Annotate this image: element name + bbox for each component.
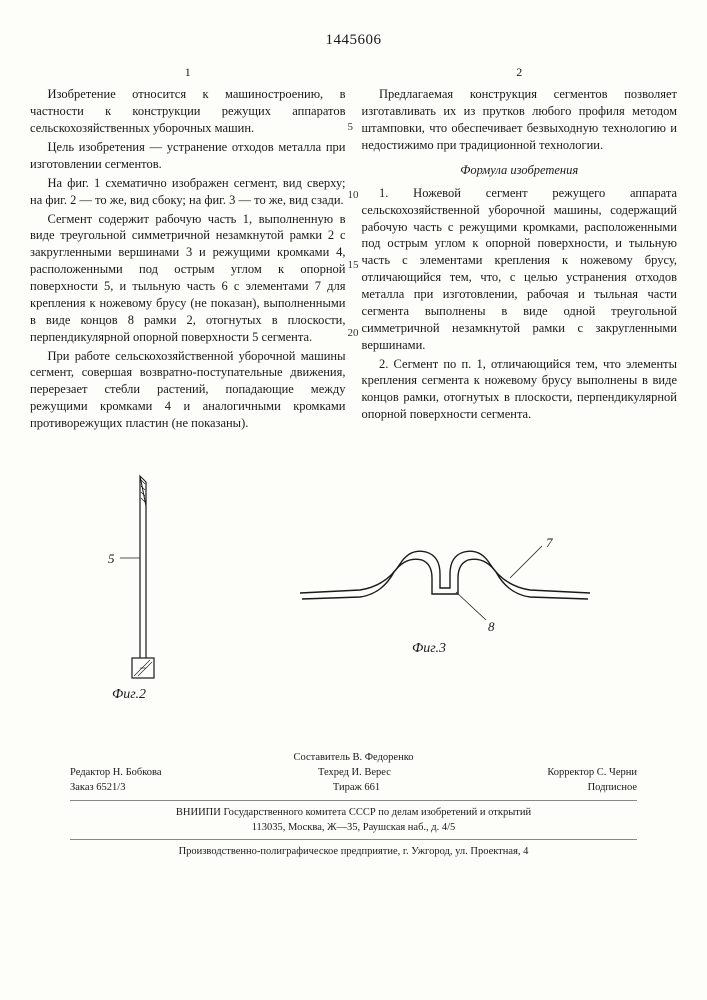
footer-circulation: Тираж 661 — [333, 780, 380, 795]
col1-p4: Сегмент содержит рабочую часть 1, выполн… — [30, 211, 346, 346]
fig3-label: Фиг.3 — [412, 640, 446, 659]
fig3-drawing — [290, 528, 590, 658]
col2-p1: Предлагаемая конструкция сегментов позво… — [362, 86, 678, 154]
line-num: 10 — [348, 188, 359, 203]
footer-editor: Редактор Н. Бобкова — [70, 765, 162, 780]
ref-5: 5 — [108, 550, 115, 568]
col1-p1: Изобретение относится к машиностроению, … — [30, 86, 346, 137]
footer-corrector: Корректор С. Черни — [547, 765, 637, 780]
column-1: 1 Изобретение относится к машиностроению… — [30, 64, 346, 434]
col1-p2: Цель изобретения — устранение отходов ме… — [30, 139, 346, 173]
col2-number: 2 — [362, 64, 678, 80]
footer-block: Составитель В. Федоренко Редактор Н. Боб… — [30, 750, 677, 859]
fig2-drawing — [100, 458, 180, 708]
line-num: 15 — [348, 258, 359, 273]
col1-p3: На фиг. 1 схематично изображен сегмент, … — [30, 175, 346, 209]
footer-tech: Техред И. Верес — [318, 765, 391, 780]
line-num: 5 — [348, 120, 354, 135]
col1-p5: При работе сельскохозяйственной уборочно… — [30, 348, 346, 432]
patent-number: 1445606 — [30, 30, 677, 50]
col1-number: 1 — [30, 64, 346, 80]
footer-subscr: Подписное — [588, 780, 637, 795]
footer-addr1: 113035, Москва, Ж—35, Раушская наб., д. … — [30, 820, 677, 835]
ref-8: 8 — [488, 618, 495, 636]
footer-org: ВНИИПИ Государственного комитета СССР по… — [30, 805, 677, 820]
footer-rule-1 — [70, 800, 637, 801]
ref-7: 7 — [546, 534, 553, 552]
line-num: 20 — [348, 326, 359, 341]
footer-compiler: Составитель В. Федоренко — [30, 750, 677, 765]
claim-1: 1. Ножевой сегмент режущего аппарата сел… — [362, 185, 678, 354]
footer-rule-2 — [70, 839, 637, 840]
footer-order: Заказ 6521/3 — [70, 780, 125, 795]
formula-title: Формула изобретения — [362, 162, 678, 179]
figures-area: 5 Фиг.2 7 8 Фиг.3 — [30, 458, 677, 728]
footer-addr2: Производственно-полиграфическое предприя… — [30, 844, 677, 859]
claim-2: 2. Сегмент по п. 1, отличающийся тем, чт… — [362, 356, 678, 424]
column-2: 2 Предлагаемая конструкция сегментов поз… — [362, 64, 678, 434]
two-column-body: 5 10 15 20 1 Изобретение относится к маш… — [30, 64, 677, 434]
fig2-label: Фиг.2 — [112, 686, 146, 705]
